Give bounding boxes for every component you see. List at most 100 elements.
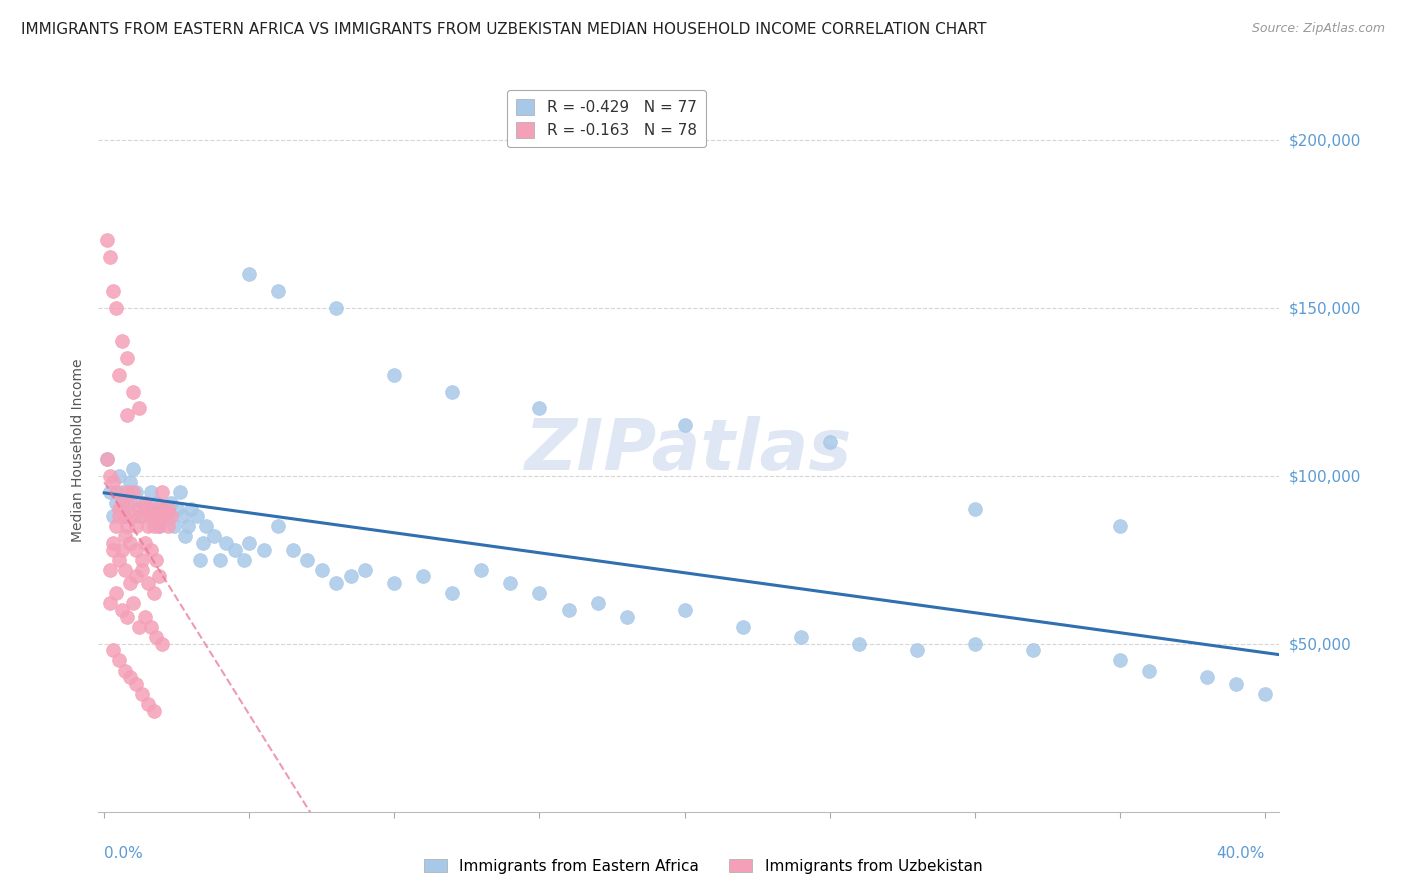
Point xyxy=(122,596,145,610)
Point xyxy=(111,603,134,617)
Point xyxy=(128,620,150,634)
Point xyxy=(131,495,153,509)
Point xyxy=(120,475,142,490)
Point xyxy=(98,563,121,577)
Point xyxy=(384,368,406,382)
Point xyxy=(238,536,260,550)
Point xyxy=(1022,643,1045,657)
Point xyxy=(204,529,226,543)
Point xyxy=(281,542,304,557)
Point xyxy=(131,508,153,523)
Point xyxy=(117,351,139,365)
Point xyxy=(114,508,136,523)
Point xyxy=(101,284,124,298)
Point xyxy=(224,542,246,557)
Point xyxy=(98,485,121,500)
Point xyxy=(818,435,841,450)
Point xyxy=(114,563,136,577)
Point xyxy=(340,569,363,583)
Point xyxy=(180,502,202,516)
Point xyxy=(125,485,148,500)
Text: 0.0%: 0.0% xyxy=(104,847,143,862)
Text: 40.0%: 40.0% xyxy=(1216,847,1265,862)
Point xyxy=(194,519,217,533)
Point xyxy=(172,508,194,523)
Point xyxy=(134,536,156,550)
Point xyxy=(128,508,150,523)
Point xyxy=(160,495,183,509)
Point xyxy=(96,451,118,466)
Point xyxy=(325,301,347,315)
Point xyxy=(107,502,129,516)
Point xyxy=(125,519,148,533)
Point xyxy=(104,301,127,315)
Point xyxy=(470,563,492,577)
Point xyxy=(96,234,118,248)
Point xyxy=(107,368,129,382)
Point xyxy=(117,485,139,500)
Point xyxy=(848,637,870,651)
Point xyxy=(136,576,159,591)
Point xyxy=(160,508,183,523)
Point xyxy=(789,630,811,644)
Point xyxy=(111,495,134,509)
Point xyxy=(120,495,142,509)
Point xyxy=(267,519,290,533)
Point xyxy=(96,451,118,466)
Point xyxy=(529,401,551,416)
Point xyxy=(1225,677,1247,691)
Point xyxy=(104,586,127,600)
Point xyxy=(1137,664,1160,678)
Point xyxy=(153,508,176,523)
Point xyxy=(150,637,173,651)
Point xyxy=(731,620,754,634)
Point xyxy=(139,620,162,634)
Point xyxy=(142,508,165,523)
Point xyxy=(101,536,124,550)
Point xyxy=(101,475,124,490)
Point xyxy=(101,643,124,657)
Point xyxy=(136,697,159,711)
Point xyxy=(963,502,986,516)
Point xyxy=(114,508,136,523)
Point xyxy=(98,250,121,264)
Text: ZIPatlas: ZIPatlas xyxy=(526,416,852,485)
Point xyxy=(117,408,139,422)
Point xyxy=(157,508,180,523)
Point xyxy=(104,485,127,500)
Point xyxy=(111,334,134,349)
Point xyxy=(157,502,180,516)
Point xyxy=(209,552,232,566)
Point xyxy=(131,563,153,577)
Point xyxy=(150,502,173,516)
Point xyxy=(139,542,162,557)
Point xyxy=(139,508,162,523)
Point xyxy=(384,576,406,591)
Point xyxy=(325,576,347,591)
Point xyxy=(191,536,214,550)
Point xyxy=(120,576,142,591)
Point xyxy=(157,519,180,533)
Point xyxy=(142,586,165,600)
Point xyxy=(188,552,211,566)
Point xyxy=(114,664,136,678)
Point xyxy=(148,519,170,533)
Point xyxy=(111,485,134,500)
Point xyxy=(125,677,148,691)
Y-axis label: Median Household Income: Median Household Income xyxy=(70,359,84,542)
Point xyxy=(98,468,121,483)
Point xyxy=(117,519,139,533)
Point xyxy=(136,502,159,516)
Point xyxy=(253,542,276,557)
Point xyxy=(557,603,579,617)
Point xyxy=(673,603,696,617)
Point xyxy=(297,552,319,566)
Point xyxy=(120,536,142,550)
Point xyxy=(150,485,173,500)
Point xyxy=(238,267,260,281)
Point xyxy=(145,508,167,523)
Point xyxy=(125,542,148,557)
Point xyxy=(145,495,167,509)
Point xyxy=(499,576,522,591)
Legend: Immigrants from Eastern Africa, Immigrants from Uzbekistan: Immigrants from Eastern Africa, Immigran… xyxy=(418,853,988,880)
